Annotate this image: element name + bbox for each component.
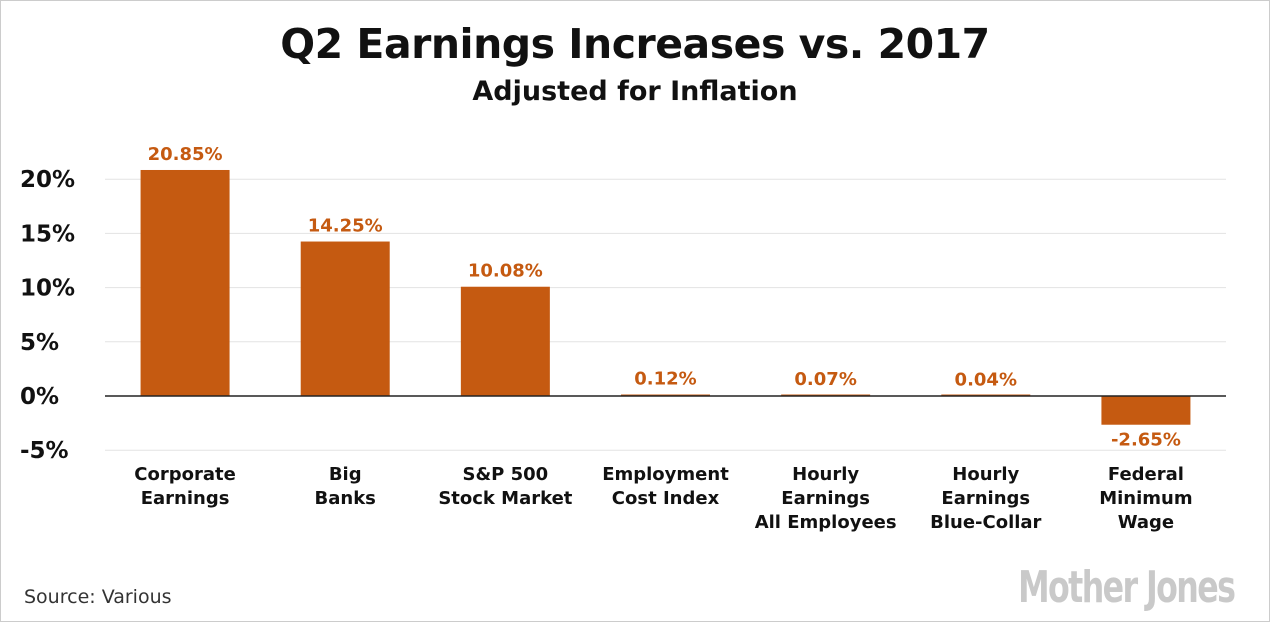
data-label: 0.07% — [794, 369, 856, 390]
x-tick-label-line: Blue-Collar — [930, 512, 1041, 533]
x-tick-label: Hourly Earnings Blue-Collar — [930, 464, 1041, 533]
x-tick-label-line: Earnings — [141, 488, 230, 509]
source-note: Source: Various — [24, 586, 172, 608]
x-tick-label: Corporate Earnings — [134, 464, 236, 509]
x-tick-label-line: Wage — [1118, 512, 1174, 533]
x-tick-label-line: Employment — [602, 464, 729, 485]
x-tick-label-line: Federal — [1108, 464, 1184, 485]
x-tick-label-line: Earnings — [941, 488, 1030, 509]
y-tick-label: 5% — [20, 330, 59, 356]
x-tick-label-line: Corporate — [134, 464, 236, 485]
x-tick-label-line: Cost Index — [612, 488, 720, 509]
y-tick-label: 0% — [20, 384, 59, 410]
x-tick-label: Hourly Earnings All Employees — [755, 464, 897, 533]
x-tick-label-line: S&P 500 — [463, 464, 549, 485]
x-tick-label-line: Banks — [315, 488, 376, 509]
bar — [140, 169, 230, 396]
x-tick-label-line: Hourly — [792, 464, 859, 485]
x-tick-label: Big Banks — [315, 464, 376, 509]
data-label: 14.25% — [308, 216, 383, 237]
y-tick-label: 15% — [20, 221, 75, 247]
x-tick-label: Employment Cost Index — [602, 464, 729, 509]
bar — [460, 286, 550, 396]
chart-title: Q2 Earnings Increases vs. 2017 — [280, 20, 990, 68]
mother-jones-logo: Mother Jones — [1017, 562, 1236, 613]
chart-subtitle: Adjusted for Inflation — [472, 76, 798, 107]
data-label: 20.85% — [148, 144, 223, 165]
x-tick-label-line: Hourly — [952, 464, 1019, 485]
x-tick-label: Federal Minimum Wage — [1099, 464, 1192, 533]
x-tick-label-line: Stock Market — [438, 488, 572, 509]
x-tick-label-line: Big — [329, 464, 362, 485]
data-label: 0.04% — [955, 370, 1017, 391]
data-label: 10.08% — [468, 261, 543, 282]
x-tick-label-line: Earnings — [781, 488, 870, 509]
x-tick-label: S&P 500 Stock Market — [438, 464, 572, 509]
y-tick-label: -5% — [20, 438, 69, 464]
data-label: -2.65% — [1111, 430, 1181, 451]
data-label: 0.12% — [634, 369, 696, 390]
x-tick-label-line: All Employees — [755, 512, 897, 533]
x-tick-label-line: Minimum — [1099, 488, 1192, 509]
bar — [300, 241, 390, 396]
y-tick-label: 10% — [20, 276, 75, 302]
y-tick-label: 20% — [20, 167, 75, 193]
bar — [1101, 396, 1191, 425]
